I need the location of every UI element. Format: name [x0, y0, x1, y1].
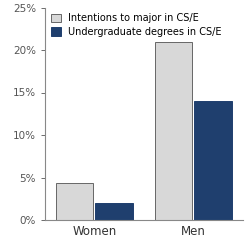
Bar: [194, 101, 232, 220]
Bar: [56, 184, 94, 220]
Bar: [95, 203, 133, 220]
Legend: Intentions to major in CS/E, Undergraduate degrees in CS/E: Intentions to major in CS/E, Undergradua…: [50, 12, 223, 38]
Bar: [154, 42, 192, 220]
